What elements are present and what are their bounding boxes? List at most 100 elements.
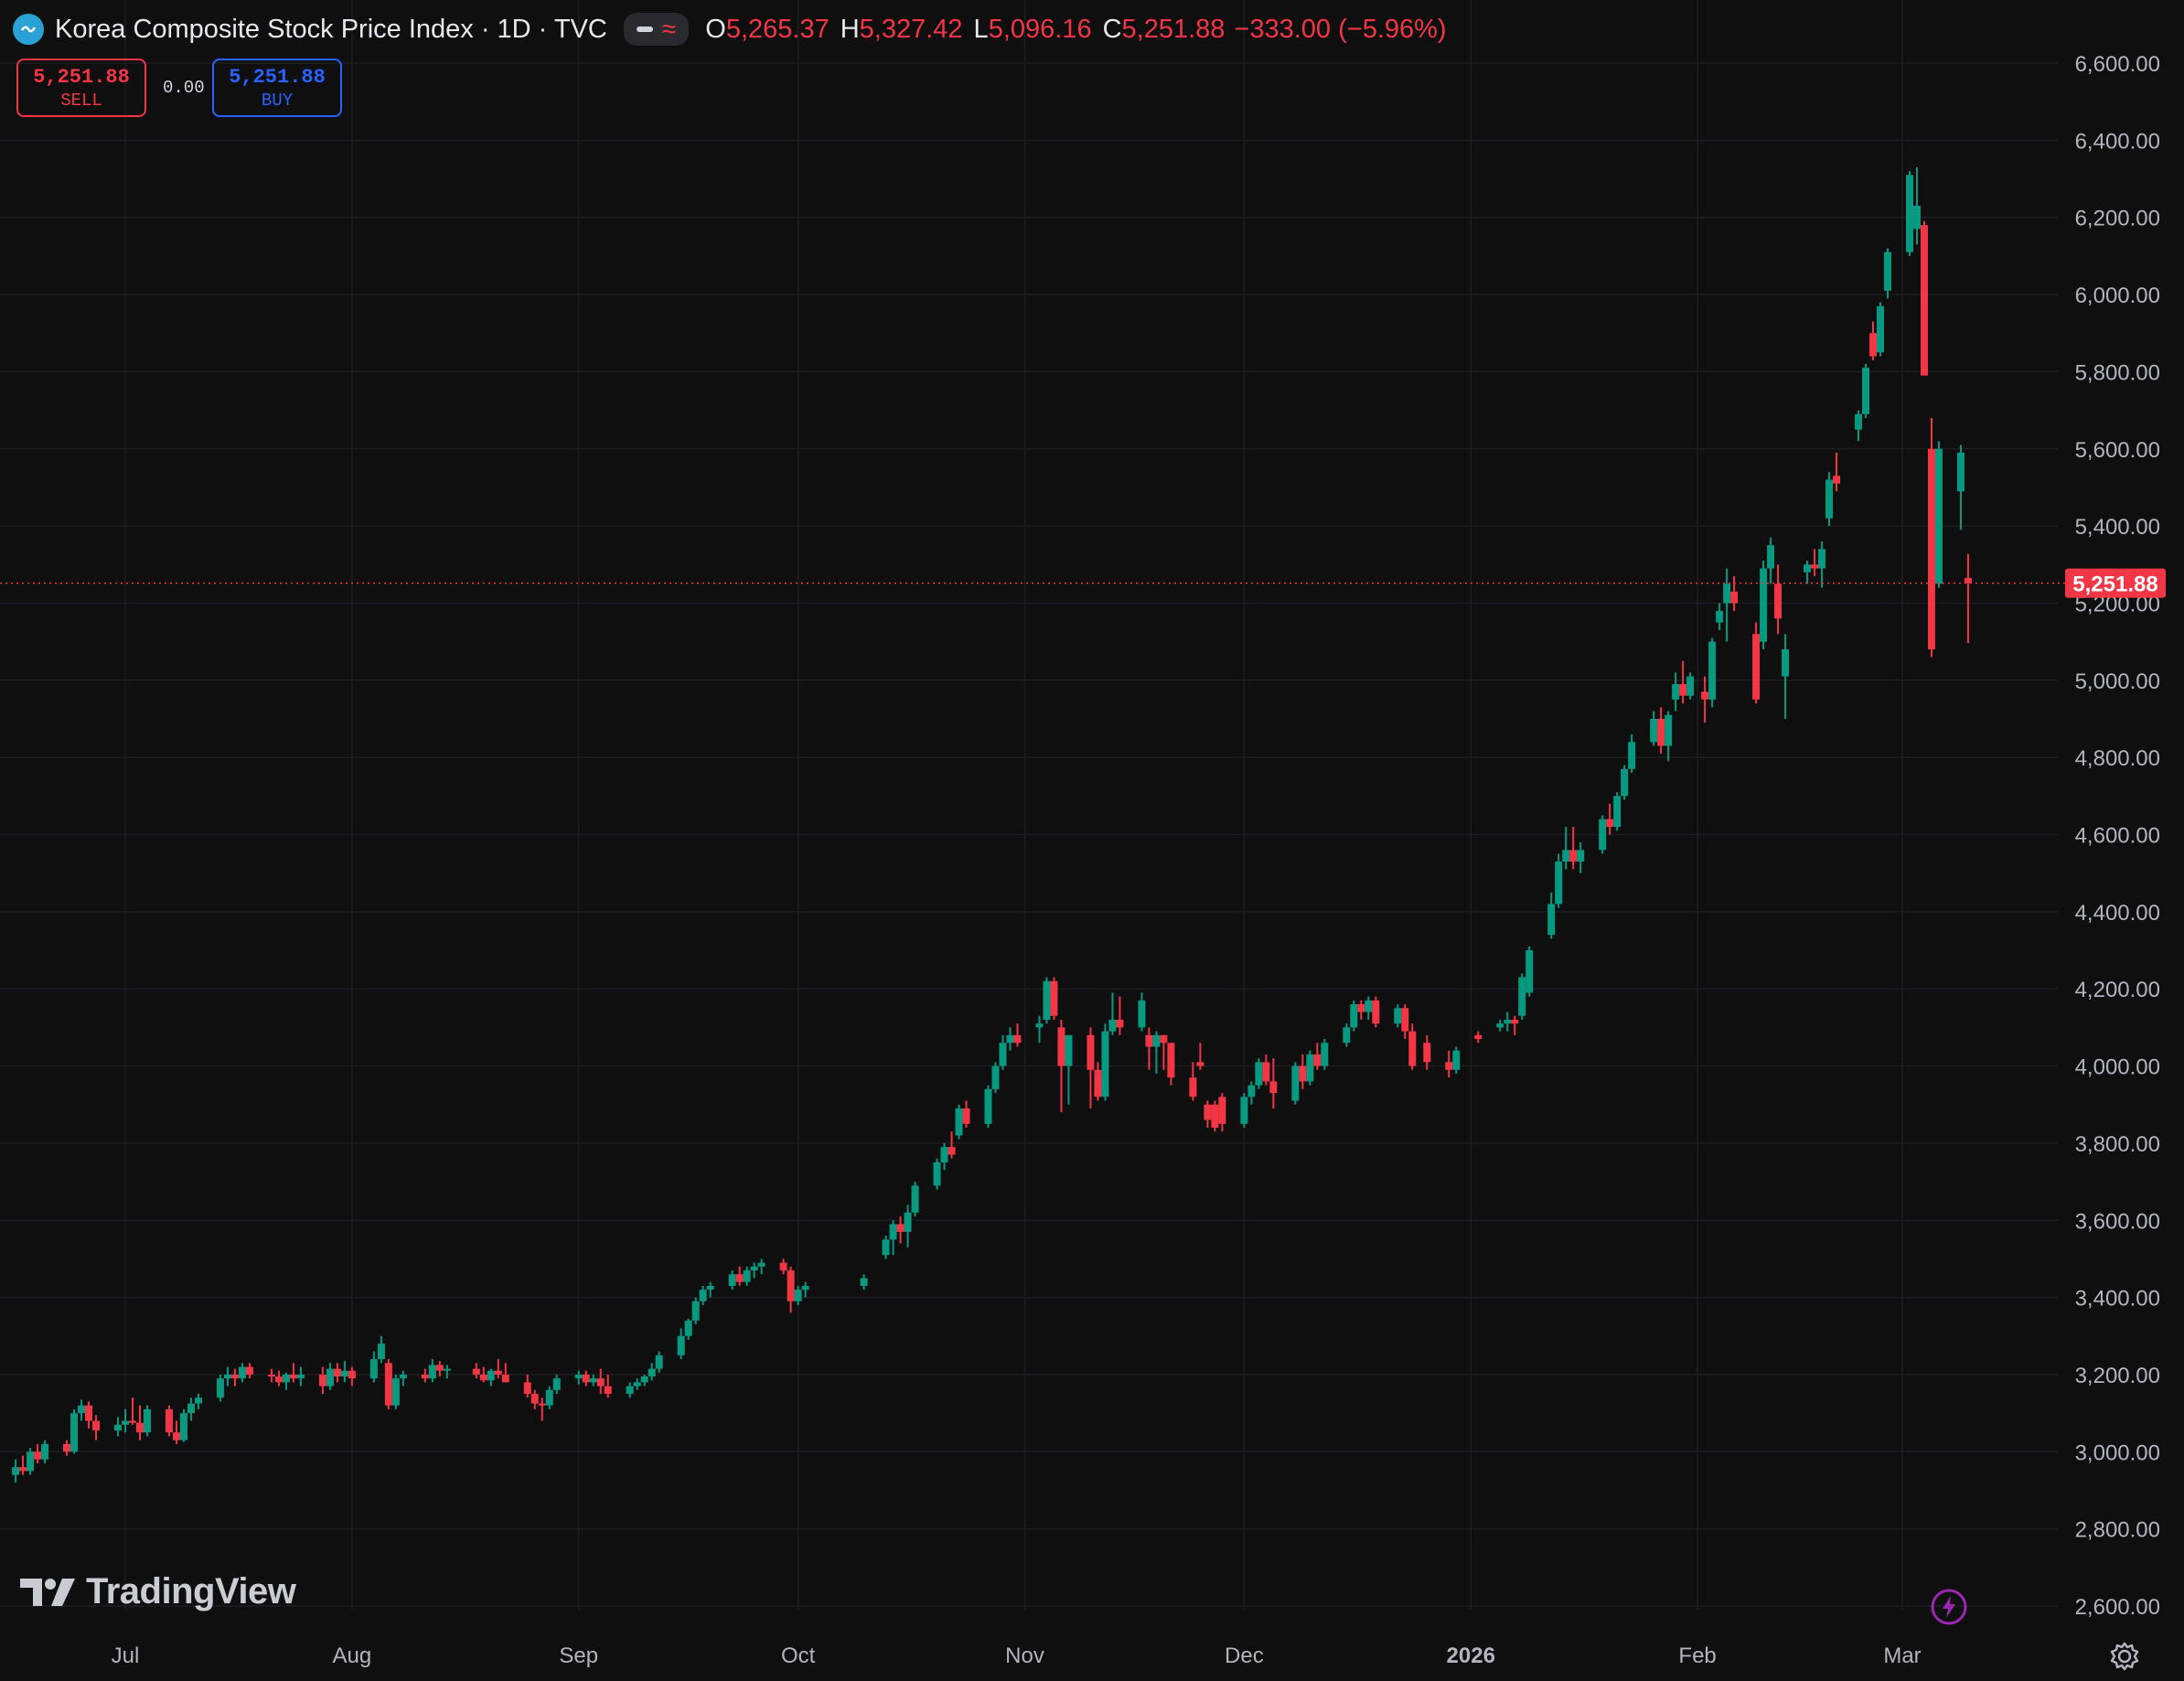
candle — [1372, 996, 1380, 1028]
candle — [1621, 765, 1629, 800]
candle — [1672, 672, 1680, 712]
candle-body — [947, 1147, 956, 1155]
candle — [1934, 441, 1943, 588]
high-value: 5,327.42 — [859, 14, 963, 44]
candle-body — [1701, 691, 1709, 700]
candle-body — [1262, 1062, 1270, 1082]
candle — [1665, 711, 1673, 762]
candle — [421, 1368, 429, 1383]
candle-body — [1372, 1000, 1380, 1024]
candle-body — [1445, 1062, 1453, 1070]
candle-body — [1240, 1097, 1248, 1124]
candle — [318, 1366, 327, 1395]
candle-body — [1218, 1097, 1226, 1124]
candle-body — [1686, 676, 1695, 696]
candle-body — [1855, 413, 1863, 430]
candle — [991, 1062, 1000, 1094]
candle — [984, 1085, 992, 1129]
time-tick-label: Nov — [1005, 1644, 1044, 1668]
candle — [472, 1363, 480, 1379]
spread-value: 0.00 — [163, 78, 205, 98]
candle — [947, 1131, 956, 1159]
buy-button[interactable]: 5,251.88 BUY — [212, 59, 342, 117]
candle — [1065, 1034, 1073, 1105]
time-axis[interactable]: Jul Aug Sep Oct Nov Dec 2026 Feb Mar — [112, 1644, 1922, 1668]
candle-body — [27, 1451, 35, 1472]
candle-body — [289, 1374, 297, 1379]
candle-body — [728, 1274, 736, 1286]
candle — [172, 1420, 180, 1444]
candle-body — [1606, 819, 1614, 828]
candle — [1145, 1027, 1153, 1070]
tradingview-logo[interactable]: TradingView — [20, 1571, 296, 1612]
candle — [274, 1370, 283, 1387]
candle — [530, 1389, 539, 1409]
candle — [1152, 1031, 1161, 1074]
sell-button[interactable]: 5,251.88 SELL — [16, 59, 146, 117]
price-axis[interactable]: 2,600.00 2,800.00 3,000.00 3,200.00 3,400.00… — [2075, 52, 2160, 1620]
price-tick-label: 3,000.00 — [2075, 1440, 2160, 1465]
candle-body — [1730, 591, 1739, 604]
last-price-badge — [2065, 568, 2166, 598]
candle-body — [626, 1386, 634, 1395]
lightning-icon[interactable] — [1930, 1588, 1968, 1626]
candle-body — [92, 1420, 101, 1431]
candle-body — [1518, 977, 1526, 1016]
candle-body — [1152, 1034, 1161, 1047]
candle — [596, 1368, 605, 1395]
candle — [348, 1366, 356, 1387]
candle-body — [1116, 1019, 1124, 1028]
candle — [1811, 549, 1819, 576]
series-toggle[interactable]: ≈ — [623, 13, 690, 46]
candle — [1518, 973, 1526, 1020]
candle — [1204, 1100, 1212, 1129]
symbol-title[interactable]: Korea Composite Stock Price Index · 1D ·… — [55, 14, 607, 44]
candle — [589, 1374, 597, 1387]
candle-body — [860, 1278, 868, 1286]
low-value: 5,096.16 — [988, 14, 1092, 44]
candle-body — [1665, 714, 1673, 746]
candle-body — [1247, 1085, 1256, 1097]
candle — [1912, 166, 1921, 245]
candle-body — [377, 1344, 385, 1360]
candle-body — [1394, 1008, 1402, 1024]
candle — [750, 1262, 758, 1279]
candle — [1511, 1015, 1519, 1035]
candle — [1496, 1019, 1504, 1032]
candle — [1723, 568, 1731, 642]
candle — [245, 1363, 253, 1379]
candle-body — [779, 1262, 787, 1271]
symbol-icon[interactable] — [13, 14, 44, 45]
candle-body — [172, 1432, 180, 1440]
settings-gear-icon[interactable] — [2109, 1641, 2140, 1672]
time-tick-label: Aug — [333, 1644, 372, 1668]
candle — [1767, 537, 1775, 584]
candle-body — [391, 1378, 400, 1406]
candle — [691, 1297, 700, 1325]
candle — [92, 1415, 101, 1440]
candle — [582, 1370, 590, 1387]
candle-body — [165, 1408, 173, 1433]
candle-body — [757, 1262, 765, 1267]
candle — [1752, 622, 1761, 704]
price-tick-label: 3,800.00 — [2075, 1132, 2160, 1157]
open-label: O — [705, 14, 726, 44]
candle-body — [1057, 1027, 1065, 1066]
candle-body — [1672, 684, 1680, 700]
candle — [706, 1281, 714, 1298]
candle — [1160, 1034, 1168, 1070]
time-tick-label: Jul — [112, 1644, 140, 1668]
candle — [1657, 707, 1665, 754]
candle-body — [1013, 1034, 1022, 1044]
candle-body — [34, 1451, 42, 1460]
candle-body — [1196, 1062, 1204, 1066]
candle-body — [1401, 1008, 1409, 1032]
candle — [787, 1266, 795, 1313]
candle-body — [633, 1382, 641, 1387]
candle — [1927, 418, 1935, 658]
candle-body — [296, 1374, 305, 1379]
candle-body — [1343, 1027, 1351, 1044]
price-tick-label: 6,200.00 — [2075, 207, 2160, 231]
logo-text: TradingView — [86, 1571, 296, 1611]
